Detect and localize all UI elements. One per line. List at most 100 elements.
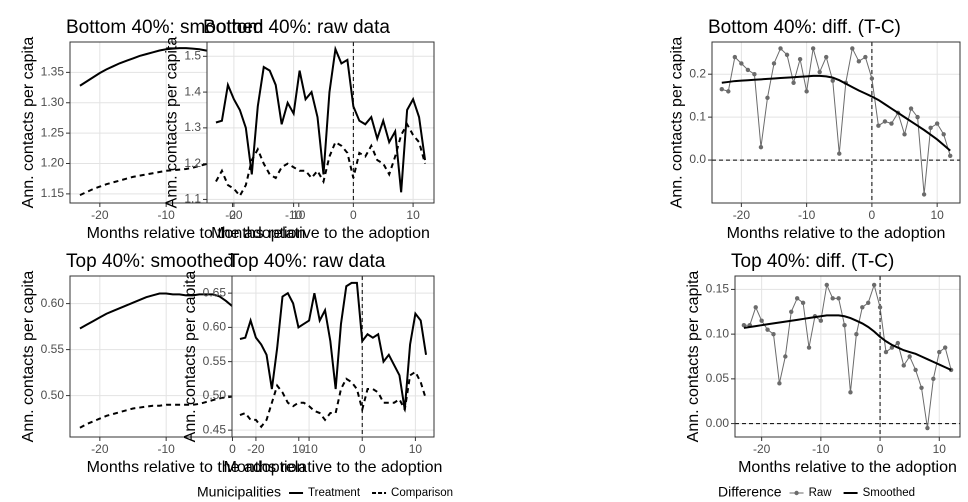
y-tick-label: 1.5 [184,48,201,62]
data-point [732,54,738,60]
y-tick-label: 1.20 [41,156,65,170]
y-tick-label: 1.4 [184,84,201,98]
y-axis-title: Ann. contacts per capita [182,271,199,443]
y-tick-label: 0.00 [706,416,730,430]
data-point [877,305,883,310]
y-tick-label: 0.60 [41,296,65,310]
x-tick-label: 0 [359,442,366,456]
x-axis-title: Months relative to the adoption [224,459,443,476]
panel-title: Top 40%: smoothed [66,251,234,272]
data-point [830,78,835,83]
data-point [741,322,747,328]
series-line [239,370,427,429]
y-tick-label: 0.55 [203,354,227,368]
x-tick-label: -10 [157,442,175,456]
data-point [915,114,920,120]
x-tick-label: 10 [409,442,423,456]
data-point [941,132,946,137]
data-point [856,59,862,64]
y-tick-label: 0.05 [706,371,730,385]
data-point [726,89,731,94]
data-point [753,305,758,310]
series-line [239,281,428,410]
data-point [895,340,901,346]
y-tick-label: 0.0 [689,152,706,166]
data-point [789,309,794,314]
data-point [759,318,764,323]
x-tick-label: -20 [91,208,109,222]
data-point [837,151,842,156]
panel-title: Bottom 40%: smoothed [66,17,264,38]
panel-border [711,41,961,204]
y-tick-label: 0.45 [203,422,227,436]
legend-key-point [794,490,799,496]
data-point [931,376,936,382]
y-tick-label: 0.1 [689,109,706,123]
x-tick-label: 10 [933,442,947,456]
series-line [721,74,951,152]
data-point [842,322,847,328]
panel-title: Top 40%: raw data [228,251,386,272]
legend-title: Municipalities [197,484,281,500]
data-point [937,349,942,355]
x-tick-label: 10 [292,442,306,456]
x-tick-label: -10 [812,442,830,456]
y-tick-label: 0.60 [203,320,227,334]
x-tick-label: -10 [285,208,303,222]
x-tick-label: -20 [91,442,109,456]
x-axis-title: Months relative to the adoption [87,459,306,476]
data-point [850,46,855,51]
data-point [739,61,744,66]
panel-title: Bottom 40%: raw data [203,17,390,38]
data-point [804,89,809,94]
data-point [907,354,912,359]
data-point [876,123,881,128]
data-point [817,69,822,75]
data-point [794,296,800,301]
x-tick-label: 0 [350,208,357,222]
legend-label: Raw [809,487,833,499]
legend-label: Treatment [308,487,361,499]
data-point [783,354,788,359]
data-point [791,80,796,85]
x-axis-title: Months relative to the adoption [738,459,957,476]
y-tick-label: 1.35 [41,65,65,79]
x-tick-label: 0 [229,442,236,456]
data-point [908,106,914,111]
y-tick-label: 0.50 [41,388,65,402]
series-line [743,314,952,371]
panel-border [206,41,435,204]
data-point [824,282,829,288]
data-point [836,296,841,301]
y-tick-label: 0.15 [706,282,730,296]
data-point [818,318,824,323]
data-point [752,72,757,77]
x-axis-title: Months relative to the adoption [87,225,306,242]
data-point [919,385,924,391]
data-point [901,363,906,368]
y-axis-title: Ann. contacts per capita [20,271,37,443]
x-axis-title: Months relative to the adoption [727,225,946,242]
x-tick-label: -20 [733,208,751,222]
x-tick-label: -20 [225,208,243,222]
data-point [784,52,790,58]
data-point [948,153,953,158]
data-point [771,331,776,337]
panel-title: Top 40%: diff. (T-C) [731,251,894,272]
data-point [719,87,724,92]
legend-title: Difference [718,484,782,500]
data-point [806,345,812,350]
panel-border [231,275,435,438]
data-point [810,46,816,51]
data-point [765,327,770,332]
y-tick-label: 1.3 [184,120,201,134]
data-point [830,296,835,301]
data-point [765,95,770,101]
y-tick-label: 1.2 [184,156,201,170]
x-tick-label: 0 [869,208,876,222]
data-point [882,119,888,124]
x-tick-label: 10 [406,208,420,222]
data-point [854,331,859,337]
data-point [921,192,927,197]
x-tick-label: -10 [300,442,318,456]
